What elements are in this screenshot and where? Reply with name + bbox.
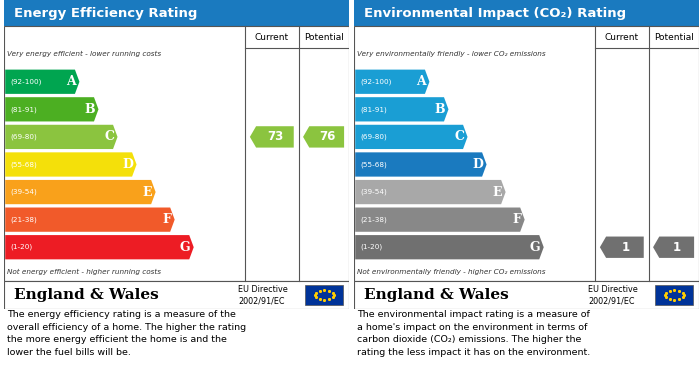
Text: Current: Current [605,32,639,41]
Bar [354,26,699,281]
Text: (55-68): (55-68) [360,161,387,168]
Text: (21-38): (21-38) [10,216,37,223]
Polygon shape [355,97,449,122]
Polygon shape [250,126,294,147]
Polygon shape [5,180,155,204]
Text: Potential: Potential [654,32,694,41]
Text: Not energy efficient - higher running costs: Not energy efficient - higher running co… [7,269,161,275]
Bar [4,26,349,281]
Text: (92-100): (92-100) [360,79,392,85]
Text: 1: 1 [673,241,681,254]
Text: D: D [473,158,483,171]
Text: (92-100): (92-100) [10,79,42,85]
Polygon shape [5,97,99,122]
Text: Potential: Potential [304,32,344,41]
Text: Energy Efficiency Rating: Energy Efficiency Rating [14,7,197,20]
Text: B: B [85,103,95,116]
Text: A: A [416,75,426,88]
Text: F: F [162,213,172,226]
Text: Very energy efficient - lower running costs: Very energy efficient - lower running co… [7,51,161,57]
Polygon shape [5,70,79,94]
Polygon shape [355,125,468,149]
Text: (55-68): (55-68) [10,161,37,168]
Text: C: C [454,131,464,143]
Polygon shape [653,237,694,258]
Text: D: D [122,158,133,171]
Polygon shape [5,235,194,259]
Text: (21-38): (21-38) [360,216,387,223]
Bar [305,285,344,305]
Polygon shape [303,126,344,147]
Polygon shape [355,235,544,259]
Text: (1-20): (1-20) [360,244,382,251]
Text: England & Wales: England & Wales [364,288,509,302]
Bar [4,281,349,309]
Text: (69-80): (69-80) [360,134,387,140]
Polygon shape [355,208,525,232]
Text: (39-54): (39-54) [360,189,387,196]
Polygon shape [355,152,486,177]
Bar [354,0,699,26]
Text: The environmental impact rating is a measure of
a home's impact on the environme: The environmental impact rating is a mea… [357,310,590,357]
Text: Not environmentally friendly - higher CO₂ emissions: Not environmentally friendly - higher CO… [357,269,545,275]
Text: England & Wales: England & Wales [14,288,159,302]
Text: G: G [530,241,540,254]
Polygon shape [5,125,118,149]
Text: G: G [180,241,190,254]
Text: (39-54): (39-54) [10,189,37,196]
Text: EU Directive
2002/91/EC: EU Directive 2002/91/EC [238,285,288,305]
Text: C: C [104,131,114,143]
Text: (81-91): (81-91) [360,106,387,113]
Polygon shape [355,180,505,204]
Text: (1-20): (1-20) [10,244,32,251]
Polygon shape [355,70,429,94]
Bar [354,281,699,309]
Text: (69-80): (69-80) [10,134,37,140]
Text: F: F [512,213,522,226]
Text: (81-91): (81-91) [10,106,37,113]
Text: Very environmentally friendly - lower CO₂ emissions: Very environmentally friendly - lower CO… [357,51,545,57]
Text: 1: 1 [621,241,629,254]
Text: 73: 73 [267,131,284,143]
Text: 76: 76 [318,131,335,143]
Text: B: B [435,103,445,116]
Text: E: E [493,186,502,199]
Polygon shape [5,152,136,177]
Bar [4,0,349,26]
Polygon shape [5,208,175,232]
Text: EU Directive
2002/91/EC: EU Directive 2002/91/EC [588,285,638,305]
Text: Current: Current [255,32,289,41]
Text: Environmental Impact (CO₂) Rating: Environmental Impact (CO₂) Rating [364,7,626,20]
Bar [655,285,694,305]
Text: E: E [143,186,152,199]
Polygon shape [600,237,644,258]
Text: The energy efficiency rating is a measure of the
overall efficiency of a home. T: The energy efficiency rating is a measur… [7,310,246,357]
Text: A: A [66,75,76,88]
